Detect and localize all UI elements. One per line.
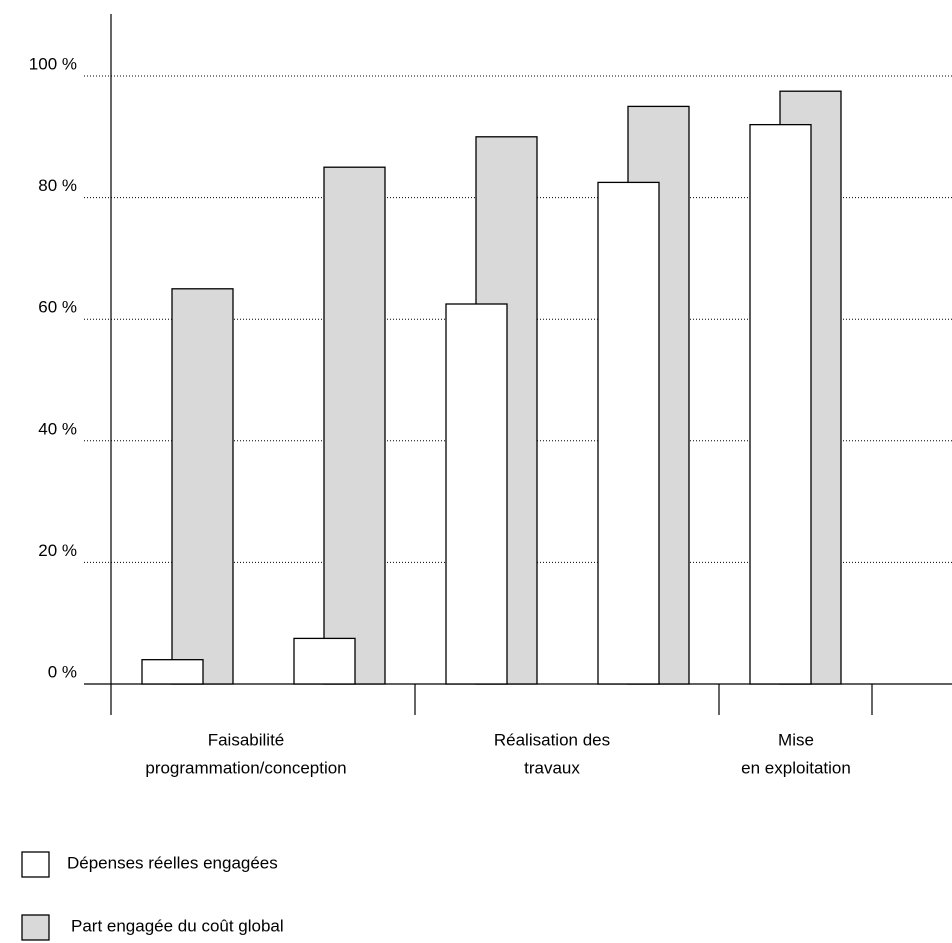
y-tick-label: 100 % [29,54,77,73]
y-tick-label: 80 % [38,176,77,195]
bar [293,637,356,685]
phase-label: Réalisation des [494,730,610,749]
y-tick-label: 20 % [38,541,77,560]
phase-label: travaux [524,758,580,777]
y-tick-label: 0 % [48,662,77,681]
bar [597,181,660,685]
legend-swatch [21,914,50,941]
phase-label: en exploitation [741,758,851,777]
legend-label: Dépenses réelles engagées [67,853,278,872]
phase-label: Mise [778,730,814,749]
phase-label: Faisabilité [208,730,285,749]
bar [171,288,234,685]
bar [445,303,508,685]
y-tick-label: 40 % [38,419,77,438]
phase-label: programmation/conception [145,758,346,777]
bar [749,123,812,685]
y-tick-label: 60 % [38,298,77,317]
bar [141,659,204,685]
legend-swatch [21,851,50,878]
bar [323,166,386,685]
legend-label: Part engagée du coût global [71,916,284,935]
